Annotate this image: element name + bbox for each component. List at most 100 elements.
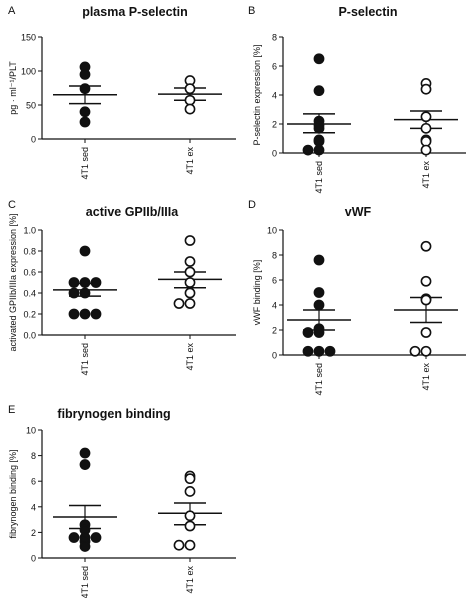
data-point-filled	[313, 53, 325, 65]
y-tick-label: 2	[31, 528, 36, 538]
data-point-filled	[79, 541, 91, 552]
data-point-open	[184, 486, 196, 497]
data-point-filled	[313, 135, 325, 147]
chart-title: vWF	[345, 205, 372, 219]
data-point-open	[184, 298, 196, 309]
data-point-filled	[79, 447, 91, 459]
data-point-filled	[79, 287, 91, 299]
data-point-open	[184, 235, 196, 246]
data-point-open	[184, 103, 196, 115]
x-tick-label: 4T1 sed	[314, 363, 324, 396]
y-tick-label: 4	[31, 502, 36, 512]
data-point-open	[420, 144, 432, 156]
data-point-open	[420, 327, 432, 338]
y-tick-label: 8	[272, 33, 277, 43]
data-point-open	[173, 539, 185, 551]
data-point-open	[184, 94, 196, 106]
y-tick-label: 0.6	[23, 268, 36, 278]
y-tick-label: 6	[31, 477, 36, 487]
data-point-filled	[68, 308, 80, 320]
x-tick-label: 4T1 sed	[80, 566, 90, 598]
data-point-open	[173, 298, 185, 309]
y-tick-label: 10	[26, 426, 36, 436]
data-point-filled	[79, 308, 91, 320]
chart-title: plasma P-selectin	[82, 5, 188, 19]
data-point-open	[184, 277, 196, 288]
data-point-open	[409, 345, 421, 357]
data-point-open	[420, 111, 432, 123]
data-point-filled	[90, 277, 102, 288]
y-tick-label: 0	[272, 351, 277, 361]
y-tick-label: 0.4	[23, 289, 36, 299]
data-point-filled	[79, 459, 91, 470]
y-tick-label: 2	[272, 326, 277, 336]
panel-letter: B	[248, 5, 255, 17]
x-tick-label: 4T1 ex	[421, 161, 431, 189]
y-axis-label: fibrynogen binding [%]	[8, 449, 18, 538]
y-tick-label: 1.0	[23, 226, 36, 236]
data-point-open	[184, 256, 196, 267]
x-tick-label: 4T1 ex	[185, 566, 195, 594]
data-point-filled	[302, 345, 314, 357]
y-tick-label: 4	[272, 301, 277, 311]
data-point-open	[184, 266, 196, 278]
data-point-open	[420, 240, 432, 252]
data-point-filled	[79, 277, 91, 288]
y-tick-label: 0	[31, 554, 36, 564]
chart-panel-b: B P-selectin 0 2 4 6 8 P-selectin expression [%…	[248, 5, 466, 194]
y-tick-label: 4	[272, 91, 277, 101]
data-point-filled	[90, 532, 102, 543]
data-point-filled	[79, 245, 91, 257]
y-axis-label: P-selectin expression [%]	[252, 44, 262, 145]
panel-letter: D	[248, 199, 256, 211]
y-tick-label: 100	[21, 67, 36, 77]
data-point-filled	[68, 287, 80, 299]
y-axis-label: vWF binding [%]	[252, 260, 262, 326]
panel-letter: A	[8, 5, 16, 17]
data-point-open	[420, 294, 432, 306]
data-point-open	[420, 83, 432, 95]
x-tick-label: 4T1 ex	[185, 147, 195, 175]
x-tick-label: 4T1 sed	[80, 147, 90, 180]
data-point-filled	[302, 327, 314, 338]
data-point-filled	[313, 345, 325, 357]
y-tick-label: 0	[272, 149, 277, 159]
y-tick-label: 150	[21, 33, 36, 43]
y-tick-label: 0	[31, 135, 36, 145]
data-point-filled	[68, 277, 80, 288]
y-tick-label: 50	[26, 101, 36, 111]
data-point-filled	[79, 69, 91, 80]
panel-letter: E	[8, 404, 15, 416]
data-point-filled	[79, 106, 91, 118]
data-point-open	[420, 135, 432, 147]
y-tick-label: 6	[272, 62, 277, 72]
y-tick-label: 8	[31, 451, 36, 461]
y-tick-label: 6	[272, 276, 277, 286]
data-point-filled	[313, 299, 325, 311]
data-point-open	[184, 473, 196, 485]
y-axis-label: pg · ml⁻¹/PLT	[8, 61, 18, 115]
data-point-filled	[313, 122, 325, 134]
chart-title: fibrynogen binding	[57, 407, 170, 421]
y-tick-label: 2	[272, 120, 277, 130]
data-point-filled	[313, 144, 325, 156]
data-point-open	[184, 83, 196, 95]
data-point-open	[184, 539, 196, 551]
x-tick-label: 4T1 ex	[185, 343, 195, 371]
y-tick-label: 0.8	[23, 247, 36, 257]
chart-title: active GPIIb/IIIa	[86, 205, 179, 219]
chart-title: P-selectin	[338, 5, 397, 19]
y-tick-label: 0.0	[23, 331, 36, 341]
y-tick-label: 10	[267, 226, 277, 236]
panel-letter: C	[8, 199, 16, 211]
data-point-filled	[90, 308, 102, 320]
data-point-open	[420, 275, 432, 287]
data-point-open	[184, 510, 196, 522]
data-point-open	[420, 345, 432, 357]
data-point-open	[420, 122, 432, 134]
